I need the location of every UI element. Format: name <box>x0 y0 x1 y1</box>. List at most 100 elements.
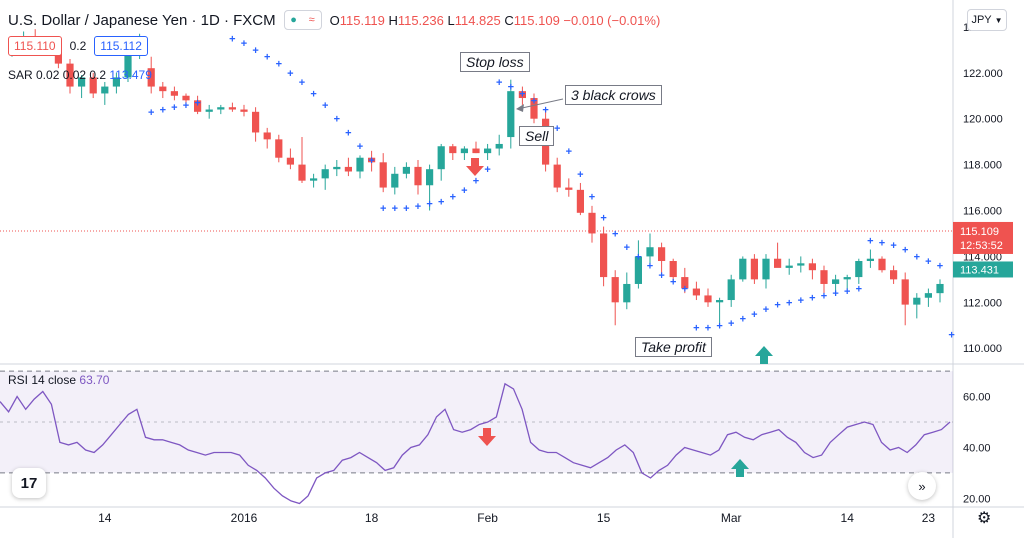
candle-body <box>205 109 213 112</box>
scroll-right-icon[interactable]: » <box>908 472 936 500</box>
candle-body <box>194 100 202 112</box>
candle-body <box>600 233 608 278</box>
time-tick-label: 14 <box>98 511 112 525</box>
sar-dot: + <box>809 293 815 305</box>
dot-icon[interactable]: ● <box>290 14 297 26</box>
sar-dot: + <box>705 323 711 335</box>
sar-dot: + <box>368 155 374 167</box>
candle-body <box>286 157 294 165</box>
sar-dot: + <box>577 169 583 181</box>
candle-body <box>646 247 654 257</box>
candle-body <box>866 258 874 262</box>
sar-dot: + <box>856 284 862 296</box>
candle-body <box>530 98 538 119</box>
rsi-line <box>0 382 951 505</box>
candle-body <box>843 277 851 280</box>
rsi-legend[interactable]: RSI 14 close 63.70 <box>8 373 109 387</box>
indicator-pill[interactable]: ● ≈ <box>283 10 322 30</box>
three-black-crows-annotation: 3 black crows <box>565 85 662 105</box>
candle-body <box>658 247 666 262</box>
sar-dot: + <box>438 196 444 208</box>
sar-dot: + <box>798 295 804 307</box>
rsi-tick-label: 60.00 <box>963 392 991 404</box>
sar-dot: + <box>774 300 780 312</box>
sar-dot: + <box>821 290 827 302</box>
candle-body <box>924 293 932 298</box>
candle-body <box>240 109 248 112</box>
candle-body <box>553 164 561 188</box>
sar-dot: + <box>310 88 316 100</box>
candle-body <box>333 166 341 170</box>
sar-dot: + <box>357 141 363 153</box>
currency-button[interactable]: JPY ▼ <box>967 9 1007 31</box>
sar-dot: + <box>589 192 595 204</box>
price-tick-label: 120.000 <box>963 114 1003 126</box>
candle-body <box>275 139 283 158</box>
candle-body <box>634 256 642 284</box>
candle-body <box>832 279 840 284</box>
buy-price-button[interactable]: 115.112 <box>94 36 148 56</box>
sar-dot: + <box>426 199 432 211</box>
low-label: L <box>447 12 455 28</box>
sar-legend[interactable]: SAR 0.02 0.02 0.2 113.479 <box>8 68 152 82</box>
take-profit-arrow-up-icon <box>755 346 773 364</box>
sar-dot: + <box>716 320 722 332</box>
open-label: O <box>329 12 340 28</box>
sar-dot: + <box>334 114 340 126</box>
sar-dot: + <box>914 251 920 263</box>
candle-body <box>518 91 526 99</box>
sar-dot: + <box>241 38 247 50</box>
candle-body <box>344 166 352 172</box>
candle-body <box>495 143 503 149</box>
time-tick-label: 2016 <box>231 511 258 525</box>
sar-dot: + <box>287 68 293 80</box>
rsi-take-profit-arrow-up-icon <box>731 459 749 477</box>
candle-body <box>808 263 816 271</box>
tradingview-logo-icon[interactable]: 17 <box>12 468 46 498</box>
candle-body <box>252 111 260 133</box>
candle-body <box>797 263 805 266</box>
time-tick-label: 18 <box>365 511 379 525</box>
close-value: 115.109 <box>513 12 560 28</box>
sar-dot: + <box>902 245 908 257</box>
candle-body <box>54 49 62 64</box>
symbol-title[interactable]: U.S. Dollar / Japanese Yen · 1D · FXCM <box>8 11 276 29</box>
price-tick-label: 110.000 <box>963 343 1002 355</box>
candle-body <box>379 162 387 188</box>
candle-body <box>936 283 944 294</box>
sar-dot: + <box>867 235 873 247</box>
sar-dot: + <box>786 297 792 309</box>
sar-dot: + <box>763 304 769 316</box>
candle-body <box>263 132 271 140</box>
gear-icon[interactable]: ⚙ <box>977 510 992 527</box>
sar-dot: + <box>508 82 514 94</box>
wave-icon[interactable]: ≈ <box>308 14 315 26</box>
sar-dot: + <box>658 270 664 282</box>
sar-dot: + <box>554 123 560 135</box>
candle-body <box>901 279 909 305</box>
sar-dot: + <box>566 146 572 158</box>
candle-body <box>692 288 700 296</box>
sell-price-button[interactable]: 115.110 <box>8 36 62 56</box>
candle-body <box>159 86 167 92</box>
sar-dot: + <box>890 240 896 252</box>
candle-body <box>750 258 758 280</box>
candle-body <box>437 146 445 170</box>
candle-body <box>147 68 155 87</box>
candle-body <box>739 258 747 280</box>
price-tick-label: 114.000 <box>963 251 1002 263</box>
sell-arrow-down-icon <box>466 158 484 176</box>
time-tick-label: 23 <box>922 511 936 525</box>
candle-body <box>507 91 515 138</box>
sar-dot: + <box>484 164 490 176</box>
close-label: C <box>504 12 514 28</box>
sar-dot: + <box>171 102 177 114</box>
sar-dot: + <box>519 88 525 100</box>
sar-dot: + <box>682 284 688 296</box>
sar-dot: + <box>542 105 548 117</box>
change-value: −0.010 (−0.01%) <box>563 12 661 28</box>
candle-body <box>704 295 712 303</box>
sar-dot: + <box>461 185 467 197</box>
